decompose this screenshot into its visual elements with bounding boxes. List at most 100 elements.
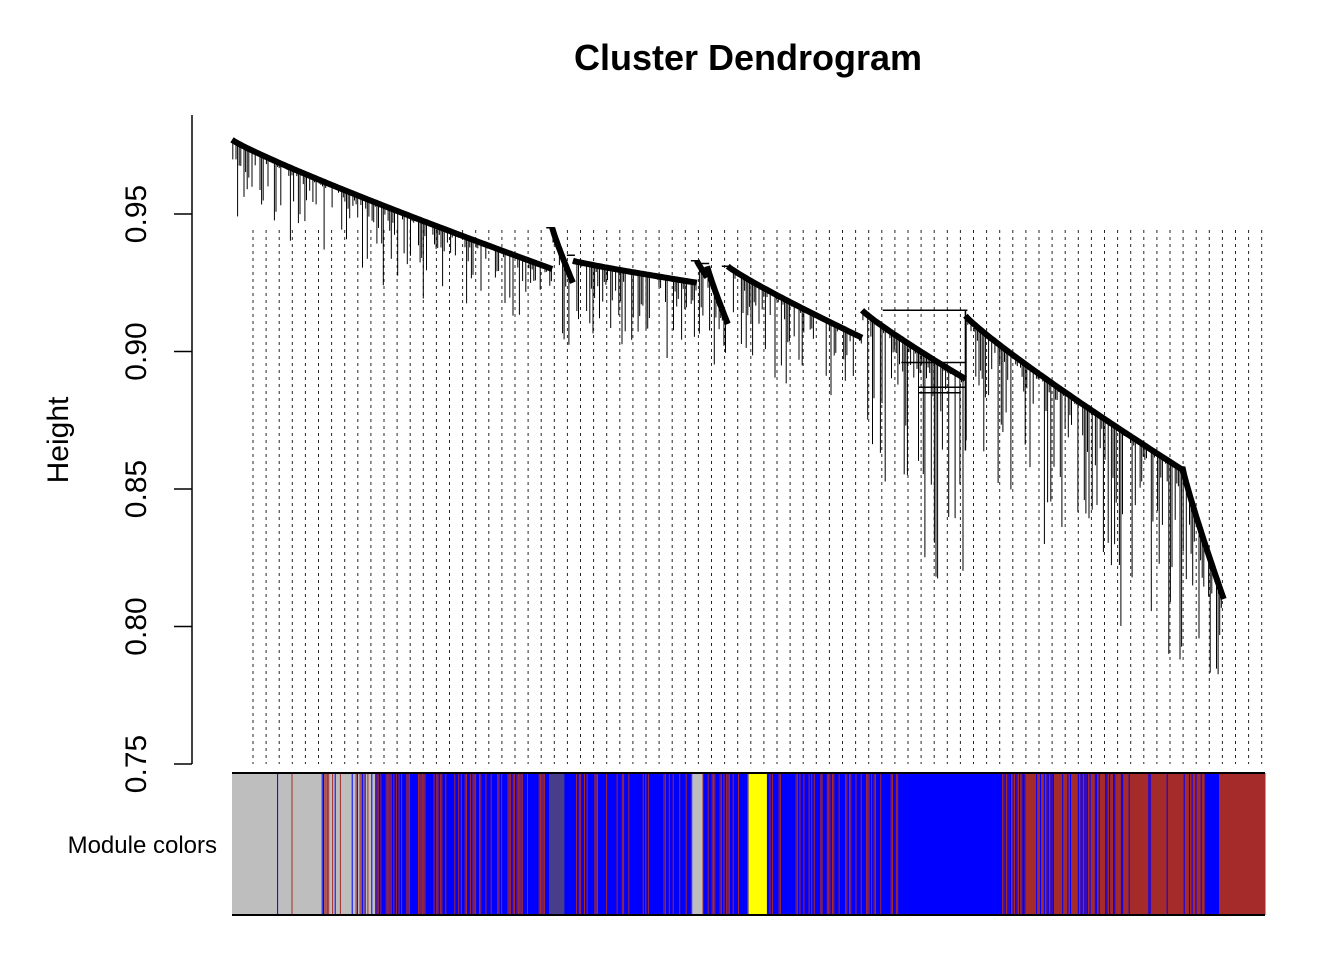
module-stripe [1120, 773, 1122, 915]
module-stripe [401, 773, 403, 915]
module-segment [1204, 773, 1220, 915]
module-stripe [803, 773, 805, 915]
module-stripe [510, 773, 512, 915]
module-stripe [376, 773, 378, 915]
module-stripe [867, 773, 869, 915]
module-stripe [1094, 773, 1096, 915]
module-stripe [1080, 773, 1082, 915]
module-stripe [868, 773, 870, 915]
module-stripe [826, 773, 828, 915]
module-segment [262, 773, 315, 915]
module-stripe [490, 773, 492, 915]
module-stripe [1195, 773, 1197, 915]
module-stripe [595, 773, 597, 915]
module-stripe [690, 773, 692, 915]
module-stripe [1004, 773, 1006, 915]
module-stripe [732, 773, 734, 915]
module-stripe [795, 773, 797, 915]
module-stripe [1189, 773, 1190, 915]
module-stripe [519, 773, 521, 915]
module-stripe [1050, 773, 1052, 915]
module-stripe [1003, 773, 1005, 915]
module-stripe [1046, 773, 1048, 915]
module-stripe [713, 773, 714, 915]
dendrogram-tree [230, 137, 1227, 675]
module-stripe [419, 773, 421, 915]
module-stripe [440, 773, 442, 915]
module-stripe [475, 773, 477, 915]
module-stripe [668, 773, 670, 915]
dendrogram-branch [704, 265, 731, 365]
module-stripe [1148, 773, 1150, 915]
module-stripe [647, 773, 649, 915]
module-stripe [1051, 773, 1053, 915]
module-stripe [445, 773, 447, 915]
module-stripe [527, 773, 528, 915]
branch-connectors [546, 227, 1185, 468]
module-stripe [541, 773, 543, 915]
module-stripe [479, 773, 480, 915]
y-tick-label: 0.85 [120, 460, 153, 518]
module-stripe [1183, 773, 1185, 915]
module-stripe [363, 773, 365, 915]
module-stripe [738, 773, 739, 915]
y-tick-label: 0.75 [120, 735, 153, 793]
y-axis-title: Height [42, 396, 75, 483]
module-stripe [606, 773, 608, 915]
module-stripe [359, 773, 361, 915]
module-stripe [1122, 773, 1124, 915]
module-stripe [772, 773, 774, 915]
module-stripe [769, 773, 771, 915]
module-stripe [833, 773, 835, 915]
module-stripe [1016, 773, 1018, 915]
module-stripe [460, 773, 462, 915]
module-stripe [728, 773, 730, 915]
merge-envelope [725, 263, 864, 341]
module-stripe [873, 773, 875, 915]
module-segment [1002, 773, 1131, 915]
module-stripe [1113, 773, 1114, 915]
module-stripe [726, 773, 728, 915]
module-stripe [799, 773, 801, 915]
module-stripe [1098, 773, 1100, 915]
module-stripe [1149, 773, 1151, 915]
module-stripe [1024, 773, 1026, 915]
module-stripe [386, 773, 388, 915]
module-stripe [433, 773, 435, 915]
module-stripe [1040, 773, 1041, 915]
module-stripe [845, 773, 847, 915]
module-stripe [723, 773, 725, 915]
module-stripe [778, 773, 780, 915]
module-stripe [808, 773, 810, 915]
module-stripe [364, 773, 366, 915]
module-segment [1148, 773, 1206, 915]
module-stripe [642, 773, 644, 915]
y-tick-label: 0.80 [120, 597, 153, 655]
dendrogram-branch [230, 137, 554, 316]
module-stripe [516, 773, 518, 915]
module-stripe [473, 773, 475, 915]
module-stripe [437, 773, 439, 915]
module-stripe [277, 773, 279, 915]
module-stripe [897, 773, 899, 915]
module-stripe [1096, 773, 1098, 915]
module-stripe [1036, 773, 1038, 915]
module-stripe [485, 773, 487, 915]
module-stripe [832, 773, 833, 915]
merge-envelope [694, 259, 710, 279]
module-stripe [418, 773, 419, 915]
module-segment [549, 773, 565, 915]
module-stripe [838, 773, 840, 915]
module-stripe [871, 773, 873, 915]
dendrogram-branch [859, 308, 967, 579]
merge-envelope [230, 137, 554, 272]
module-stripe [576, 773, 578, 915]
module-stripe [1105, 773, 1107, 915]
merge-envelope [1179, 466, 1227, 600]
module-stripe [325, 773, 327, 915]
module-segment [748, 773, 768, 915]
module-stripe [820, 773, 822, 915]
module-stripe [398, 773, 400, 915]
module-stripe [727, 773, 729, 915]
